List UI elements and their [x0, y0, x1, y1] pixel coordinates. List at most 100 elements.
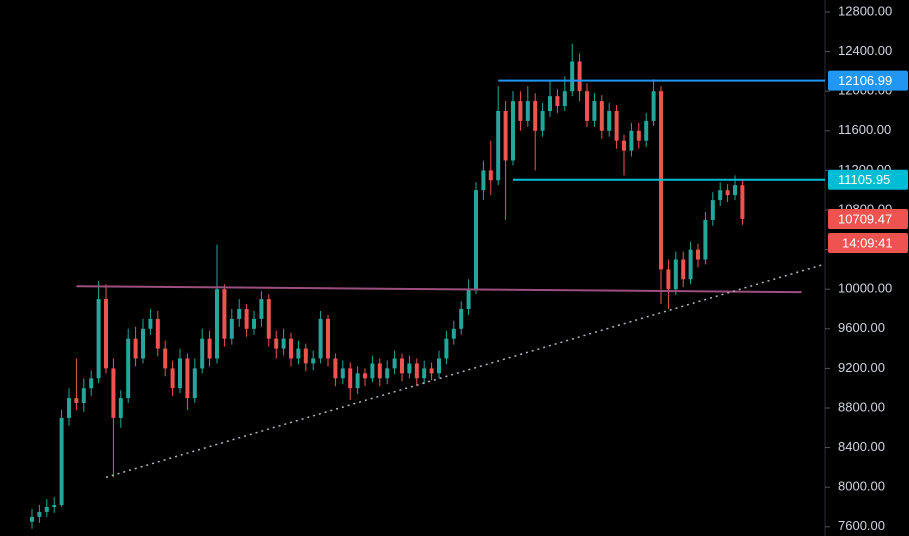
candle-body: [148, 318, 153, 329]
candle-body: [44, 506, 49, 512]
candle-body: [614, 110, 619, 141]
candle-body: [525, 101, 530, 121]
candle-body: [703, 219, 708, 260]
candle-body: [437, 358, 441, 374]
candle-body: [355, 373, 360, 389]
candle-body: [266, 299, 271, 339]
candle-body: [459, 308, 464, 329]
last-price-label: 10709.47: [838, 211, 892, 226]
candle-body: [400, 358, 404, 374]
candle-body: [170, 368, 175, 389]
candle-body: [407, 363, 412, 374]
candle-body: [81, 388, 86, 404]
candle-body: [318, 318, 323, 359]
candle-body: [311, 358, 316, 364]
candle-body: [126, 338, 131, 399]
candle-body: [207, 338, 212, 359]
candle-body: [422, 368, 427, 379]
candle-body: [74, 398, 79, 404]
candle-body: [429, 368, 434, 374]
candle-body: [533, 101, 538, 131]
candle-body: [244, 308, 249, 329]
candle-body: [185, 358, 190, 399]
candle-body: [30, 516, 34, 522]
candle-body: [562, 91, 567, 107]
candle-body: [481, 170, 486, 191]
candle-body: [636, 130, 641, 141]
candle-body: [192, 368, 197, 399]
candle-body: [385, 368, 390, 379]
candle-body: [607, 110, 612, 131]
candle-body: [237, 308, 242, 319]
candle-body: [629, 130, 634, 151]
candle-body: [474, 190, 478, 290]
candle-body: [681, 259, 686, 280]
candle-body: [229, 318, 234, 339]
candle-body: [326, 318, 330, 359]
candle-body: [67, 398, 71, 418]
candle-body: [666, 269, 671, 290]
candle-body: [599, 101, 604, 131]
y-tick-label: 9600.00: [838, 320, 885, 335]
candle-body: [414, 363, 419, 379]
candle-body: [577, 61, 582, 92]
y-tick-label: 10000.00: [838, 281, 892, 296]
level-badge: [828, 70, 908, 91]
countdown-label: 14:09:41: [842, 235, 893, 250]
candle-body: [215, 289, 219, 359]
candle-body: [340, 368, 345, 379]
y-tick-label: 11600.00: [838, 122, 891, 137]
candle-body: [733, 185, 737, 196]
candle-body: [592, 101, 597, 121]
candle-body: [289, 338, 293, 359]
candle-body: [200, 338, 205, 369]
candle-body: [141, 328, 145, 359]
candle-body: [548, 96, 552, 111]
countdown-badge: [828, 232, 908, 253]
candle-body: [52, 505, 57, 507]
candle-body: [644, 120, 649, 141]
candle-body: [96, 299, 101, 379]
candle-body: [651, 91, 656, 121]
candle-body: [518, 101, 523, 121]
candle-body: [688, 249, 693, 280]
candle-body: [718, 190, 723, 201]
candle-body: [37, 511, 42, 517]
candle-body: [622, 140, 626, 151]
y-tick-label: 7600.00: [838, 518, 885, 533]
candle-body: [155, 318, 160, 349]
level-badge: [828, 169, 908, 190]
level-label: 11105.95: [838, 172, 890, 187]
candle-body: [133, 338, 138, 359]
y-tick-label: 8000.00: [838, 479, 885, 494]
candle-body: [488, 170, 493, 181]
candle-body: [503, 110, 508, 161]
y-tick-label: 12400.00: [838, 43, 892, 58]
candle-body: [296, 348, 301, 359]
candle-body: [466, 289, 471, 309]
y-tick-label: 9200.00: [838, 360, 885, 375]
y-tick-label: 8800.00: [838, 399, 885, 414]
candle-body: [511, 101, 515, 161]
candle-body: [281, 338, 286, 349]
candle-body: [585, 91, 589, 121]
candle-body: [252, 318, 256, 329]
candle-body: [274, 338, 279, 349]
last-price-badge: [828, 208, 908, 229]
candle-body: [540, 110, 545, 131]
candle-body: [59, 417, 64, 506]
candle-body: [451, 328, 456, 339]
y-tick-label: 8400.00: [838, 439, 885, 454]
candle-body: [673, 259, 678, 290]
candle-body: [392, 358, 397, 369]
candle-body: [725, 190, 730, 196]
level-label: 12106.99: [838, 73, 892, 88]
candle-body: [377, 363, 382, 379]
candle-body: [740, 185, 745, 219]
candle-body: [259, 299, 264, 319]
candle-body: [444, 338, 449, 359]
candle-body: [89, 378, 94, 389]
candle-body: [333, 358, 338, 379]
